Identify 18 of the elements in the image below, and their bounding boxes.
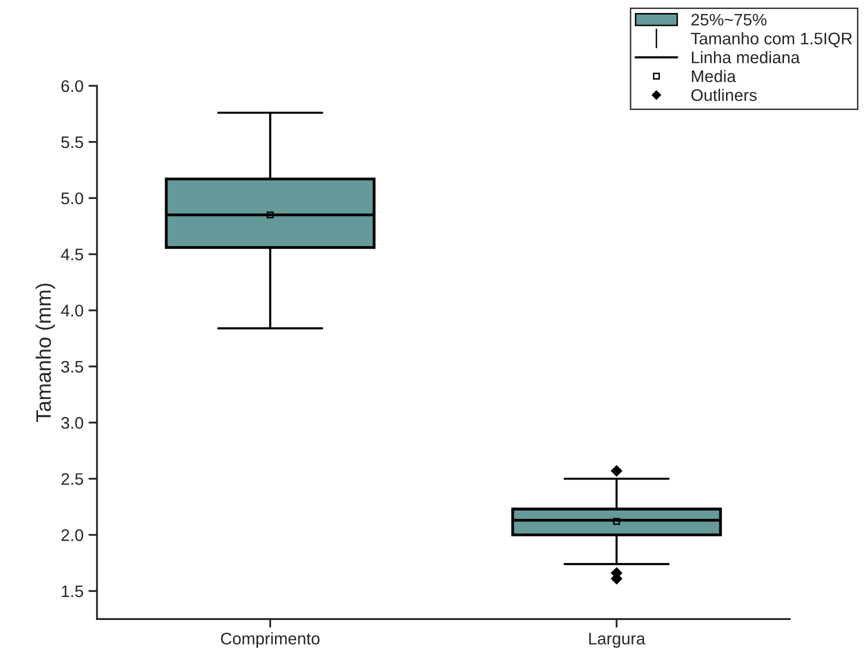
annotation: Outliners: [691, 88, 757, 102]
y-tick-label: 3.0: [61, 417, 84, 429]
x-tick-label: Comprimento: [221, 632, 320, 648]
text: Linha mediana: [692, 51, 800, 64]
y-tick-label: 4.0: [61, 304, 84, 317]
y-tick-label: 6.0: [61, 80, 84, 92]
y-tick-label: 3.5: [61, 360, 84, 373]
text: Tamanho com 1.5IQR: [690, 32, 852, 48]
y-tick-label: 5.0: [61, 192, 84, 204]
y-tick-label: 2.5: [61, 473, 84, 485]
y-tick-label: 2.0: [61, 529, 84, 542]
y-tick-label: 1.5: [62, 586, 84, 598]
y-axis-title: Tamanho (mm): [36, 284, 56, 422]
y-tick-label: 4.5: [61, 248, 84, 260]
text: Media: [692, 70, 736, 82]
x-tick-label: Largura: [589, 632, 646, 648]
y-tick-label: 5.5: [61, 136, 84, 148]
legend-label: 25%~75%: [691, 14, 766, 26]
